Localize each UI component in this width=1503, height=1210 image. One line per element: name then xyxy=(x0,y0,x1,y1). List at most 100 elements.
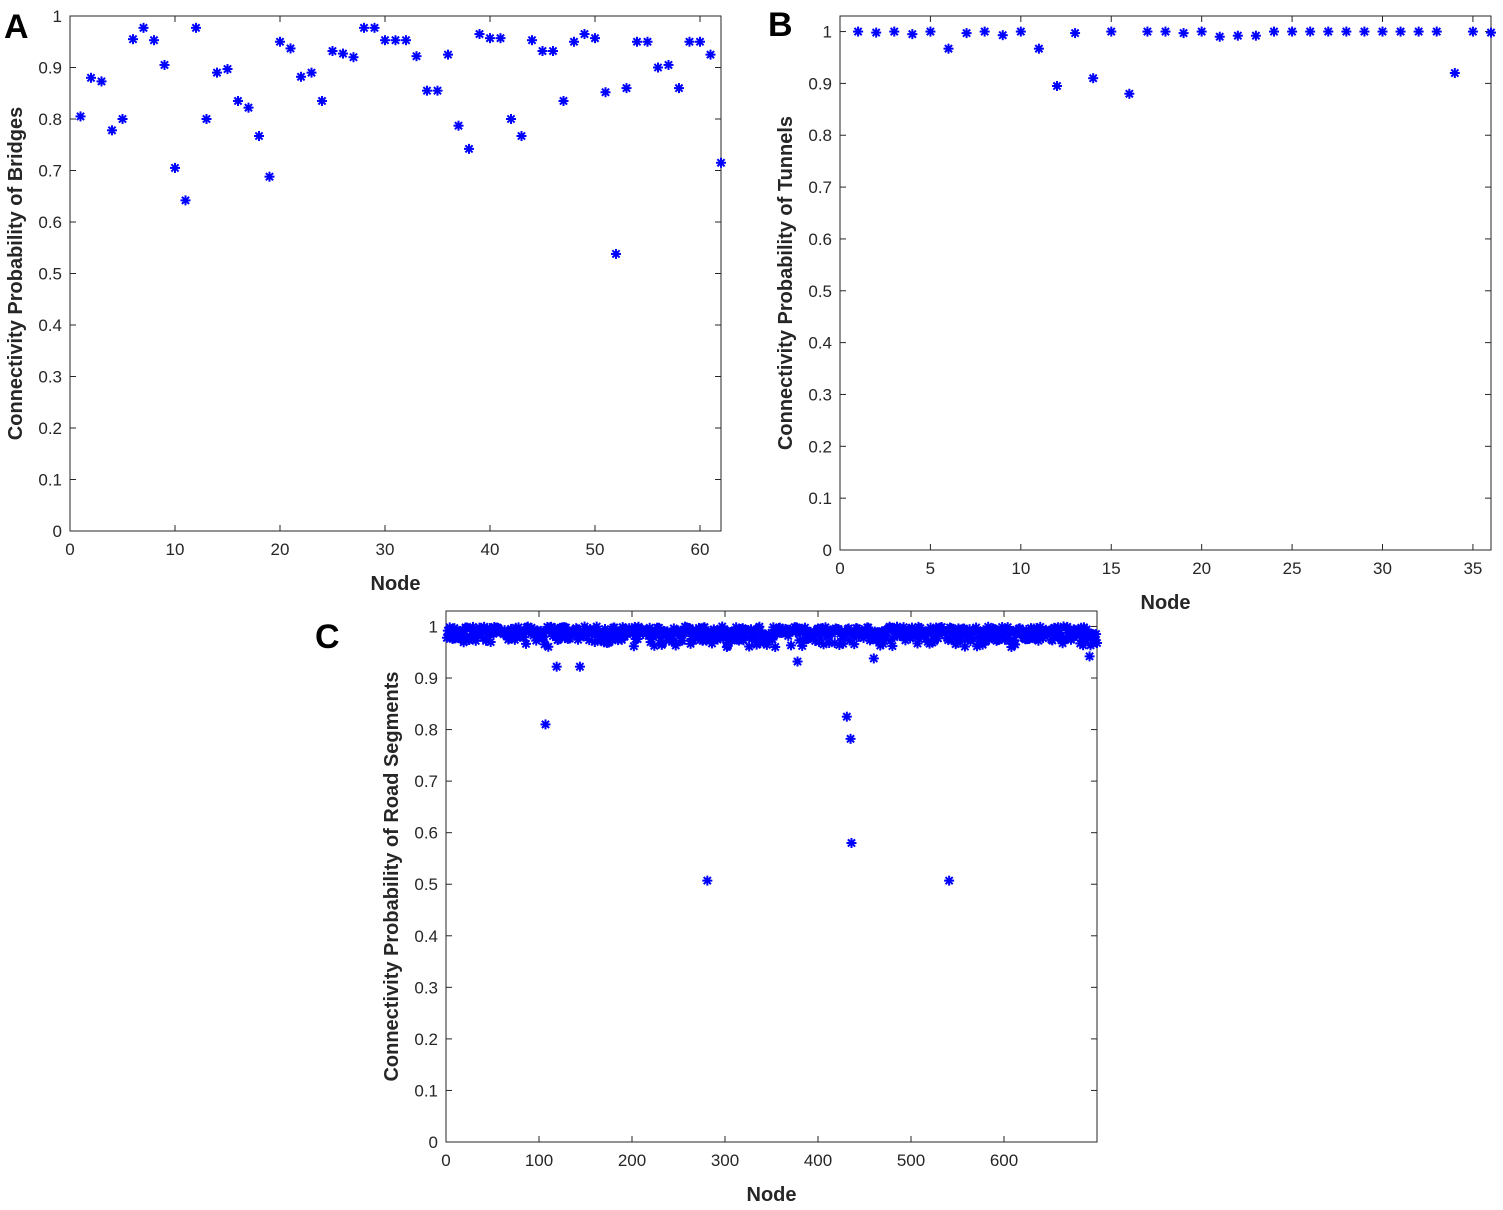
x-axis-label: Node xyxy=(747,1184,797,1206)
plot-area-frame xyxy=(69,15,722,532)
data-point xyxy=(201,114,212,124)
data-point xyxy=(705,49,716,60)
data-point xyxy=(191,22,201,33)
data-point xyxy=(149,35,159,46)
data-point xyxy=(558,95,569,106)
data-point xyxy=(359,22,369,33)
data-point xyxy=(369,22,380,33)
data-point xyxy=(621,83,632,94)
data-point xyxy=(653,62,663,73)
data-point xyxy=(1106,26,1117,37)
data-point xyxy=(611,248,621,259)
data-point xyxy=(485,637,496,648)
y-tick-label: 0.9 xyxy=(38,59,62,78)
data-point xyxy=(233,95,243,106)
x-tick-label: 25 xyxy=(1283,559,1302,578)
y-tick-label: 0.2 xyxy=(808,437,832,456)
data-point xyxy=(380,35,390,46)
x-tick-label: 0 xyxy=(441,1151,450,1170)
data-point xyxy=(1287,26,1298,37)
y-tick-label: 0.9 xyxy=(414,669,438,688)
x-tick-label: 400 xyxy=(804,1151,832,1170)
data-point xyxy=(75,111,86,122)
x-tick-label: 30 xyxy=(376,540,395,559)
data-point xyxy=(1142,26,1153,37)
x-tick-label: 10 xyxy=(166,540,185,559)
y-tick-label: 0.6 xyxy=(414,824,438,843)
data-point xyxy=(128,34,138,45)
data-point xyxy=(849,639,860,650)
y-tick-label: 0.1 xyxy=(414,1081,438,1100)
y-tick-label: 0.8 xyxy=(414,721,438,740)
data-point xyxy=(296,71,306,82)
y-tick-label: 0.9 xyxy=(808,74,832,93)
data-point xyxy=(401,35,411,46)
y-tick-label: 0.4 xyxy=(808,334,832,353)
data-point xyxy=(1088,73,1099,84)
x-tick-label: 35 xyxy=(1463,559,1482,578)
data-point xyxy=(159,59,170,70)
data-point xyxy=(591,621,602,632)
data-point xyxy=(846,837,857,848)
data-point xyxy=(285,43,296,54)
data-point xyxy=(1232,30,1243,41)
data-point xyxy=(338,48,348,59)
data-point xyxy=(943,43,954,54)
data-point xyxy=(649,640,660,651)
data-point xyxy=(1196,26,1207,37)
data-point xyxy=(1431,26,1442,37)
data-point xyxy=(1214,31,1225,42)
x-tick-label: 0 xyxy=(65,540,74,559)
x-tick-label: 30 xyxy=(1373,559,1392,578)
data-point xyxy=(96,76,107,87)
x-tick-label: 500 xyxy=(897,1151,925,1170)
data-point xyxy=(1413,26,1424,37)
x-axis-label: Node xyxy=(1141,592,1191,614)
data-point xyxy=(1010,639,1021,650)
plot-area-frame xyxy=(445,610,1098,1143)
data-point xyxy=(443,49,453,60)
data-series xyxy=(853,26,1496,99)
data-point xyxy=(543,641,554,652)
data-point xyxy=(979,26,990,37)
data-point xyxy=(1052,80,1062,91)
panel-label-b: B xyxy=(768,6,793,44)
data-point xyxy=(1015,26,1026,37)
data-point xyxy=(506,114,516,124)
data-point xyxy=(792,656,803,667)
panel-label-c: C xyxy=(315,618,340,656)
data-point xyxy=(600,87,611,98)
data-point xyxy=(348,52,359,63)
data-point xyxy=(411,51,422,62)
data-point xyxy=(1033,43,1044,54)
y-tick-label: 1 xyxy=(53,7,62,26)
panel-b-scatter-chart: B 0 5 10 15 20 25 30 35 0 0.1 0.2 0.3 0.4 0.5 0.6 0.7 0.… xyxy=(768,6,1496,614)
data-point xyxy=(770,641,781,652)
panel-c-scatter-chart: C 0 100 200 300 400 500 600 0 0.1 0.2 0.3 0.4 0.5 0.6… xyxy=(315,610,1102,1206)
data-point xyxy=(180,195,191,206)
data-point xyxy=(422,85,432,96)
data-point xyxy=(887,641,898,652)
data-point xyxy=(138,22,149,33)
y-tick-label: 0.7 xyxy=(808,178,832,197)
data-point xyxy=(702,875,713,886)
data-point xyxy=(516,130,527,141)
data-point xyxy=(540,719,551,730)
y-tick-label: 0.5 xyxy=(38,265,62,284)
x-tick-label: 0 xyxy=(835,559,844,578)
data-point xyxy=(553,634,564,645)
data-point xyxy=(243,102,254,113)
data-point xyxy=(907,29,918,40)
data-point xyxy=(264,171,275,182)
y-tick-label: 0.2 xyxy=(414,1030,438,1049)
y-axis-label: Connectivity Probability of Tunnels xyxy=(775,116,797,450)
data-point xyxy=(117,114,128,124)
y-tick-label: 0.6 xyxy=(808,230,832,249)
y-tick-label: 1 xyxy=(823,23,832,42)
data-point xyxy=(551,661,562,672)
data-point xyxy=(212,67,222,78)
data-point xyxy=(275,36,285,47)
panel-label-a: A xyxy=(4,8,29,46)
x-tick-label: 600 xyxy=(990,1151,1018,1170)
data-point xyxy=(925,26,936,37)
